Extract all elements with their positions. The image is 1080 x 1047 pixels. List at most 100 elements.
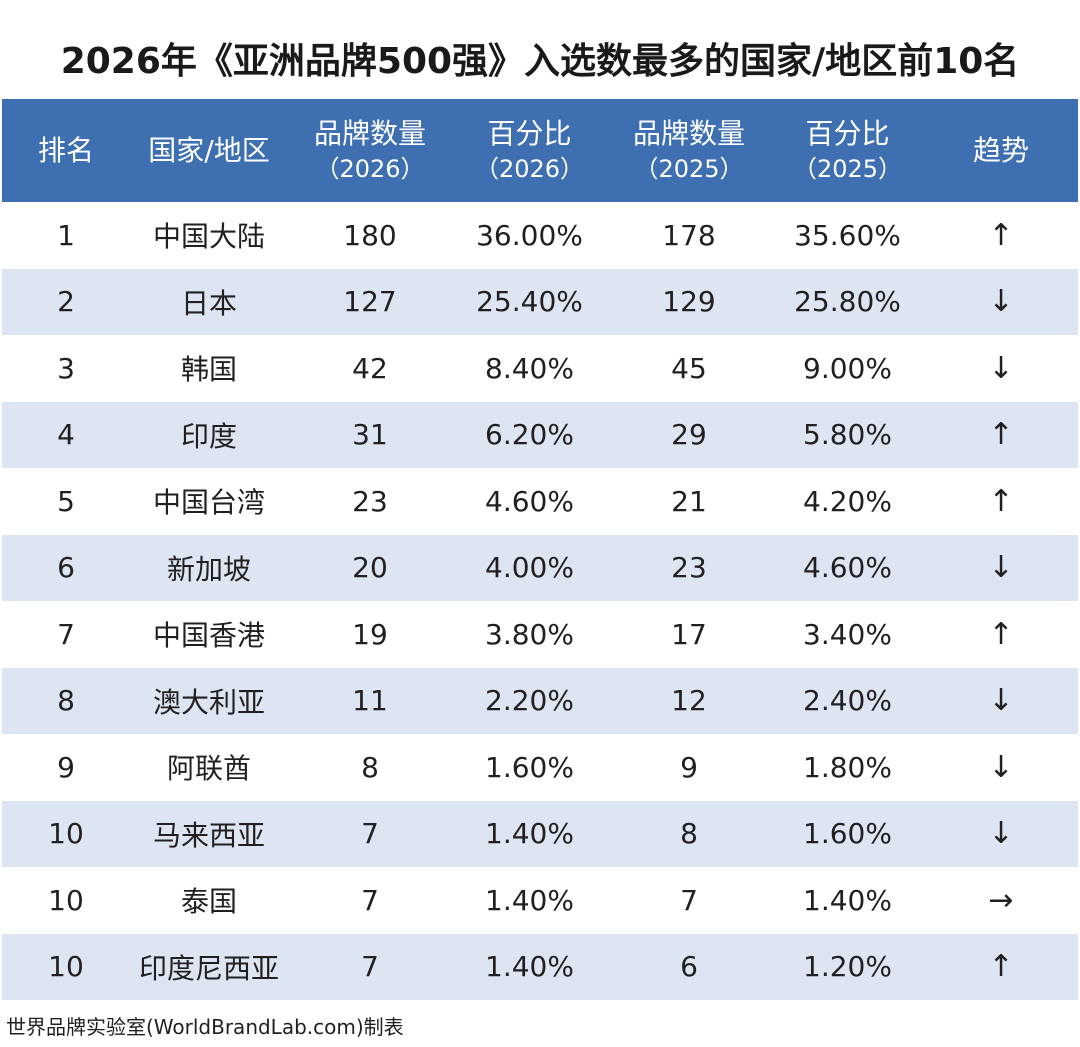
count-2025-cell: 178 [662,218,716,252]
trend-arrow-icon: ↓ [988,816,1014,852]
count-2026-cell: 127 [343,285,397,319]
region-cell: 马来西亚 [152,818,265,852]
rank-cell: 3 [57,351,75,385]
pct-2026-cell: 25.40% [476,285,583,319]
pct-2026-cell: 2.20% [485,684,574,718]
table-header: 排名 国家/地区 品牌数量 （2026） 百分比 （2026） 品牌数量 （20… [2,99,1078,202]
count-2025-cell: 23 [671,551,707,585]
column-header-count-2025-year: （2025） [634,154,744,183]
trend-arrow-icon: → [988,882,1014,918]
region-cell: 印度尼西亚 [138,951,279,985]
table-row: 2 日本 127 25.40% 129 25.80% ↓ [2,268,1078,335]
rank-cell: 10 [48,883,84,917]
pct-2026-cell: 1.60% [485,750,574,784]
table-body: 1 中国大陆 180 36.00% 178 35.60% ↑ 2 日本 127 25.40% 129 2… [2,202,1078,1000]
rank-cell: 4 [57,418,75,452]
pct-2025-cell: 4.60% [803,551,892,585]
column-header-trend: 趋势 [924,99,1078,202]
rank-cell: 6 [57,551,75,585]
pct-2026-cell: 3.80% [485,617,574,651]
pct-2026-cell: 1.40% [485,817,574,851]
table-row: 5 中国台湾 23 4.60% 21 4.20% ↑ [2,468,1078,535]
column-header-region-label: 国家/地区 [148,133,270,167]
column-header-region: 国家/地区 [130,99,288,202]
count-2025-cell: 8 [680,817,698,851]
column-header-count-2025: 品牌数量 （2025） [607,99,771,202]
count-2026-cell: 8 [361,750,379,784]
pct-2025-cell: 2.40% [803,684,892,718]
rank-cell: 10 [48,817,84,851]
count-2026-cell: 7 [361,883,379,917]
trend-arrow-icon: ↑ [988,483,1014,519]
trend-arrow-icon: ↓ [988,550,1014,586]
region-cell: 中国大陆 [152,220,265,254]
pct-2026-cell: 4.00% [485,551,574,585]
column-header-pct-2025: 百分比 （2025） [771,99,924,202]
region-cell: 韩国 [180,353,237,387]
trend-arrow-icon: ↑ [988,616,1014,652]
column-header-rank: 排名 [2,99,130,202]
column-header-count-2025-label: 品牌数量 [632,116,745,150]
pct-2025-cell: 3.40% [803,617,892,651]
count-2026-cell: 23 [352,484,388,518]
region-cell: 中国台湾 [152,486,265,520]
pct-2025-cell: 1.40% [803,883,892,917]
table-row: 3 韩国 42 8.40% 45 9.00% ↓ [2,335,1078,402]
count-2025-cell: 29 [671,418,707,452]
column-header-count-2026-label: 品牌数量 [313,116,426,150]
count-2026-cell: 11 [352,684,388,718]
column-header-pct-2026: 百分比 （2026） [452,99,607,202]
pct-2026-cell: 36.00% [476,218,583,252]
region-cell: 泰国 [180,885,237,919]
source-credit: 世界品牌实验室(WorldBrandLab.com)制表 [6,1015,404,1039]
trend-arrow-icon: ↓ [988,350,1014,386]
count-2025-cell: 21 [671,484,707,518]
count-2026-cell: 31 [352,418,388,452]
table-row: 7 中国香港 19 3.80% 17 3.40% ↑ [2,601,1078,668]
column-header-pct-2025-year: （2025） [792,154,903,183]
table-row: 10 马来西亚 7 1.40% 8 1.60% ↓ [2,800,1078,867]
column-header-trend-label: 趋势 [972,133,1029,167]
region-cell: 新加坡 [166,552,251,586]
table-row: 9 阿联酋 8 1.60% 9 1.80% ↓ [2,734,1078,801]
trend-arrow-icon: ↑ [988,949,1014,985]
table-row: 10 印度尼西亚 7 1.40% 6 1.20% ↑ [2,933,1078,1000]
pct-2025-cell: 25.80% [794,285,901,319]
pct-2025-cell: 1.80% [803,750,892,784]
pct-2026-cell: 6.20% [485,418,574,452]
rank-cell: 5 [57,484,75,518]
count-2026-cell: 7 [361,817,379,851]
pct-2025-cell: 5.80% [803,418,892,452]
table-row: 1 中国大陆 180 36.00% 178 35.60% ↑ [2,202,1078,269]
column-header-rank-label: 排名 [37,133,94,167]
count-2025-cell: 17 [671,617,707,651]
region-cell: 澳大利亚 [152,685,265,719]
ranking-table: 排名 国家/地区 品牌数量 （2026） 百分比 （2026） 品牌数量 （20… [2,99,1078,1000]
rank-cell: 1 [57,218,75,252]
rank-cell: 9 [57,750,75,784]
trend-arrow-icon: ↑ [988,417,1014,453]
count-2025-cell: 9 [680,750,698,784]
count-2025-cell: 12 [671,684,707,718]
count-2026-cell: 42 [352,351,388,385]
trend-arrow-icon: ↑ [988,217,1014,253]
pct-2026-cell: 1.40% [485,883,574,917]
pct-2025-cell: 4.20% [803,484,892,518]
rank-cell: 10 [48,950,84,984]
pct-2026-cell: 8.40% [485,351,574,385]
count-2025-cell: 45 [671,351,707,385]
trend-arrow-icon: ↓ [988,683,1014,719]
region-cell: 阿联酋 [166,752,251,786]
column-header-pct-2026-label: 百分比 [487,116,572,150]
count-2026-cell: 19 [352,617,388,651]
table-title: 2026年《亚洲品牌500强》入选数最多的国家/地区前10名 [60,41,1020,82]
column-header-pct-2025-label: 百分比 [805,116,890,150]
rank-cell: 7 [57,617,75,651]
trend-arrow-icon: ↓ [988,749,1014,785]
count-2026-cell: 7 [361,950,379,984]
pct-2025-cell: 35.60% [794,218,901,252]
count-2025-cell: 129 [662,285,716,319]
count-2026-cell: 180 [343,218,397,252]
rank-cell: 2 [57,285,75,319]
count-2026-cell: 20 [352,551,388,585]
